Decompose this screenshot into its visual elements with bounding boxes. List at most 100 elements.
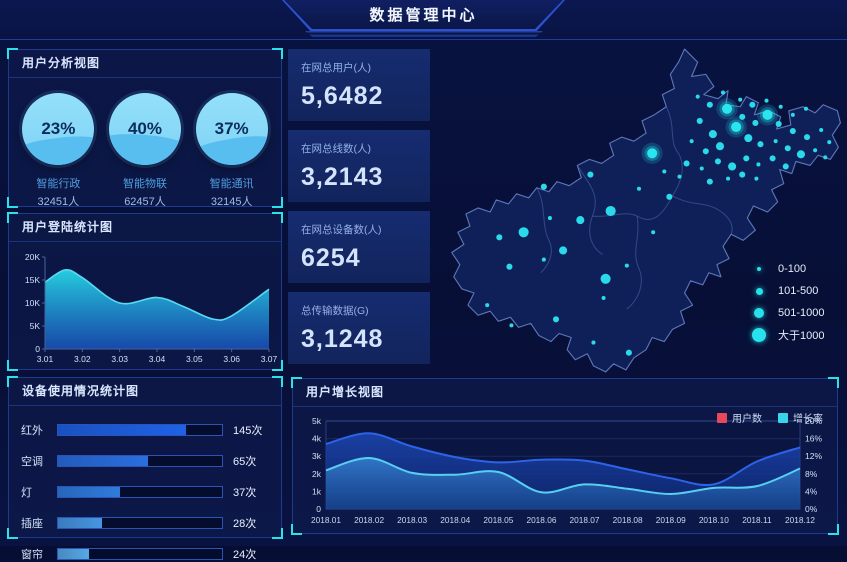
bar-row: 窗帘 24次 <box>21 546 269 562</box>
map-legend-item[interactable]: 大于1000 <box>752 324 825 346</box>
circle-count: 62457人 <box>124 196 166 208</box>
svg-text:2018.10: 2018.10 <box>699 515 729 525</box>
stat-label: 在网总设备数(人) <box>301 224 382 236</box>
liquid-circle-chart[interactable]: 23% <box>22 93 95 165</box>
svg-text:3.05: 3.05 <box>186 354 203 364</box>
bar-label: 空调 <box>21 456 43 468</box>
corner-decoration <box>7 376 18 387</box>
bar-row: 红外 145次 <box>21 422 269 438</box>
stat-value: 3,1248 <box>301 325 384 353</box>
circle-count: 32145人 <box>210 196 253 208</box>
bar-label: 插座 <box>21 518 43 530</box>
top-header-bar: 数据管理中心 <box>0 0 847 40</box>
panel-title-user-growth: 用户增长视图 <box>293 379 837 407</box>
svg-text:2018.04: 2018.04 <box>440 515 470 525</box>
login-area-chart[interactable]: 0 5K 10K 15K 20K 3.01 3.02 3.03 3.04 3.05 3.06 3.07 <box>15 245 277 369</box>
stat-value: 5,6482 <box>301 82 384 110</box>
svg-text:15K: 15K <box>25 275 40 285</box>
bar-fill <box>58 518 103 528</box>
svg-text:3.02: 3.02 <box>74 354 91 364</box>
liquid-circle-group: 23% 智能行政 32451人 <box>16 93 100 209</box>
stat-value: 6254 <box>301 244 361 272</box>
map-legend-item[interactable]: 0-100 <box>752 258 825 280</box>
svg-text:5K: 5K <box>30 321 41 331</box>
corner-decoration <box>272 360 283 371</box>
stat-card-total-lines: 在网总线数(人) 3,2143 <box>288 130 430 202</box>
svg-text:2018.01: 2018.01 <box>311 515 341 525</box>
bar-fill <box>58 425 186 435</box>
corner-decoration <box>7 528 18 539</box>
header-banner-decoration <box>305 31 543 37</box>
panel-title-user-analysis: 用户分析视图 <box>9 50 281 78</box>
panel-login-stats: 用户登陆统计图 0 5K 10K 15K 20K 3.01 3.02 3.03 3.04 3.05… <box>7 212 283 371</box>
page-title: 数据管理中心 <box>369 7 478 24</box>
svg-text:2018.03: 2018.03 <box>397 515 427 525</box>
svg-text:4%: 4% <box>805 486 818 496</box>
svg-text:2018.09: 2018.09 <box>656 515 686 525</box>
corner-decoration <box>272 48 283 59</box>
svg-text:5k: 5k <box>312 416 322 426</box>
svg-text:0%: 0% <box>805 504 818 514</box>
circle-label: 智能通讯 <box>209 178 254 190</box>
legend-dot-icon <box>755 287 763 295</box>
svg-text:2k: 2k <box>312 469 322 479</box>
bar-value: 24次 <box>233 549 257 561</box>
device-bar-chart[interactable]: 红外 145次 空调 65次 灯 37次 插座 28次 窗帘 <box>9 406 281 562</box>
bar-value: 37次 <box>233 487 257 499</box>
svg-text:2018.05: 2018.05 <box>483 515 513 525</box>
bar-track <box>57 517 223 529</box>
svg-text:3.04: 3.04 <box>149 354 166 364</box>
panel-title-device-usage: 设备使用情况统计图 <box>9 378 281 406</box>
svg-text:8%: 8% <box>805 469 818 479</box>
circle-percent: 40% <box>127 119 162 138</box>
bar-fill <box>58 487 121 497</box>
svg-text:3k: 3k <box>312 451 322 461</box>
svg-text:2018.12: 2018.12 <box>785 515 815 525</box>
corner-decoration <box>291 524 302 535</box>
stat-label: 在网总用户(人) <box>301 62 371 74</box>
distribution-map-chart[interactable] <box>436 44 842 378</box>
map-region: 0-100 101-500 501-1000 大于1000 <box>436 44 842 378</box>
panel-user-growth: 用户增长视图 用户数 增长率 0 0% 1k 4% 2k 8% 3k 12% 4k 16% 5k 20… <box>291 377 839 535</box>
svg-text:2018.11: 2018.11 <box>742 515 772 525</box>
svg-text:3.07: 3.07 <box>261 354 277 364</box>
liquid-circle-chart[interactable]: 40% <box>108 93 181 165</box>
legend-label: 501-1000 <box>778 307 825 319</box>
legend-item-growth-rate[interactable]: 增长率 <box>778 410 823 425</box>
liquid-circle-charts[interactable]: 23% 智能行政 32451人 40% 智能物联 62457人 37% 智能通讯 <box>9 78 281 209</box>
bar-label: 窗帘 <box>21 549 43 561</box>
corner-decoration <box>7 212 18 223</box>
stat-value: 3,2143 <box>301 163 384 191</box>
circle-label: 智能行政 <box>36 178 81 190</box>
bar-row: 灯 37次 <box>21 484 269 500</box>
corner-decoration <box>828 377 839 388</box>
corner-decoration <box>7 48 18 59</box>
svg-text:16%: 16% <box>805 434 822 444</box>
map-size-legend: 0-100 101-500 501-1000 大于1000 <box>752 258 825 346</box>
legend-item-users[interactable]: 用户数 <box>717 410 762 425</box>
legend-dot-icon <box>754 308 764 318</box>
legend-label: 0-100 <box>778 263 807 275</box>
svg-text:10K: 10K <box>25 298 40 308</box>
bar-fill <box>58 549 90 559</box>
circle-label: 智能物联 <box>122 178 167 190</box>
svg-text:2018.07: 2018.07 <box>570 515 600 525</box>
stat-card-total-data: 总传输数据(G) 3,1248 <box>288 292 430 364</box>
bar-row: 插座 28次 <box>21 515 269 531</box>
map-legend-item[interactable]: 101-500 <box>752 280 825 302</box>
stat-label: 在网总线数(人) <box>301 143 371 155</box>
corner-decoration <box>7 360 18 371</box>
corner-decoration <box>272 376 283 387</box>
bar-row: 空调 65次 <box>21 453 269 469</box>
svg-text:3.01: 3.01 <box>37 354 54 364</box>
map-legend-item[interactable]: 501-1000 <box>752 302 825 324</box>
corner-decoration <box>7 197 18 208</box>
circle-percent: 37% <box>214 119 249 138</box>
legend-label: 大于1000 <box>778 330 825 342</box>
growth-line-chart[interactable]: 0 0% 1k 4% 2k 8% 3k 12% 4k 16% 5k 20% 2018.01 2018.02… <box>296 409 834 533</box>
circle-percent: 23% <box>41 119 76 138</box>
legend-swatch-icon <box>778 412 788 423</box>
stat-card-total-devices: 在网总设备数(人) 6254 <box>288 211 430 283</box>
liquid-circle-chart[interactable]: 37% <box>195 93 268 165</box>
